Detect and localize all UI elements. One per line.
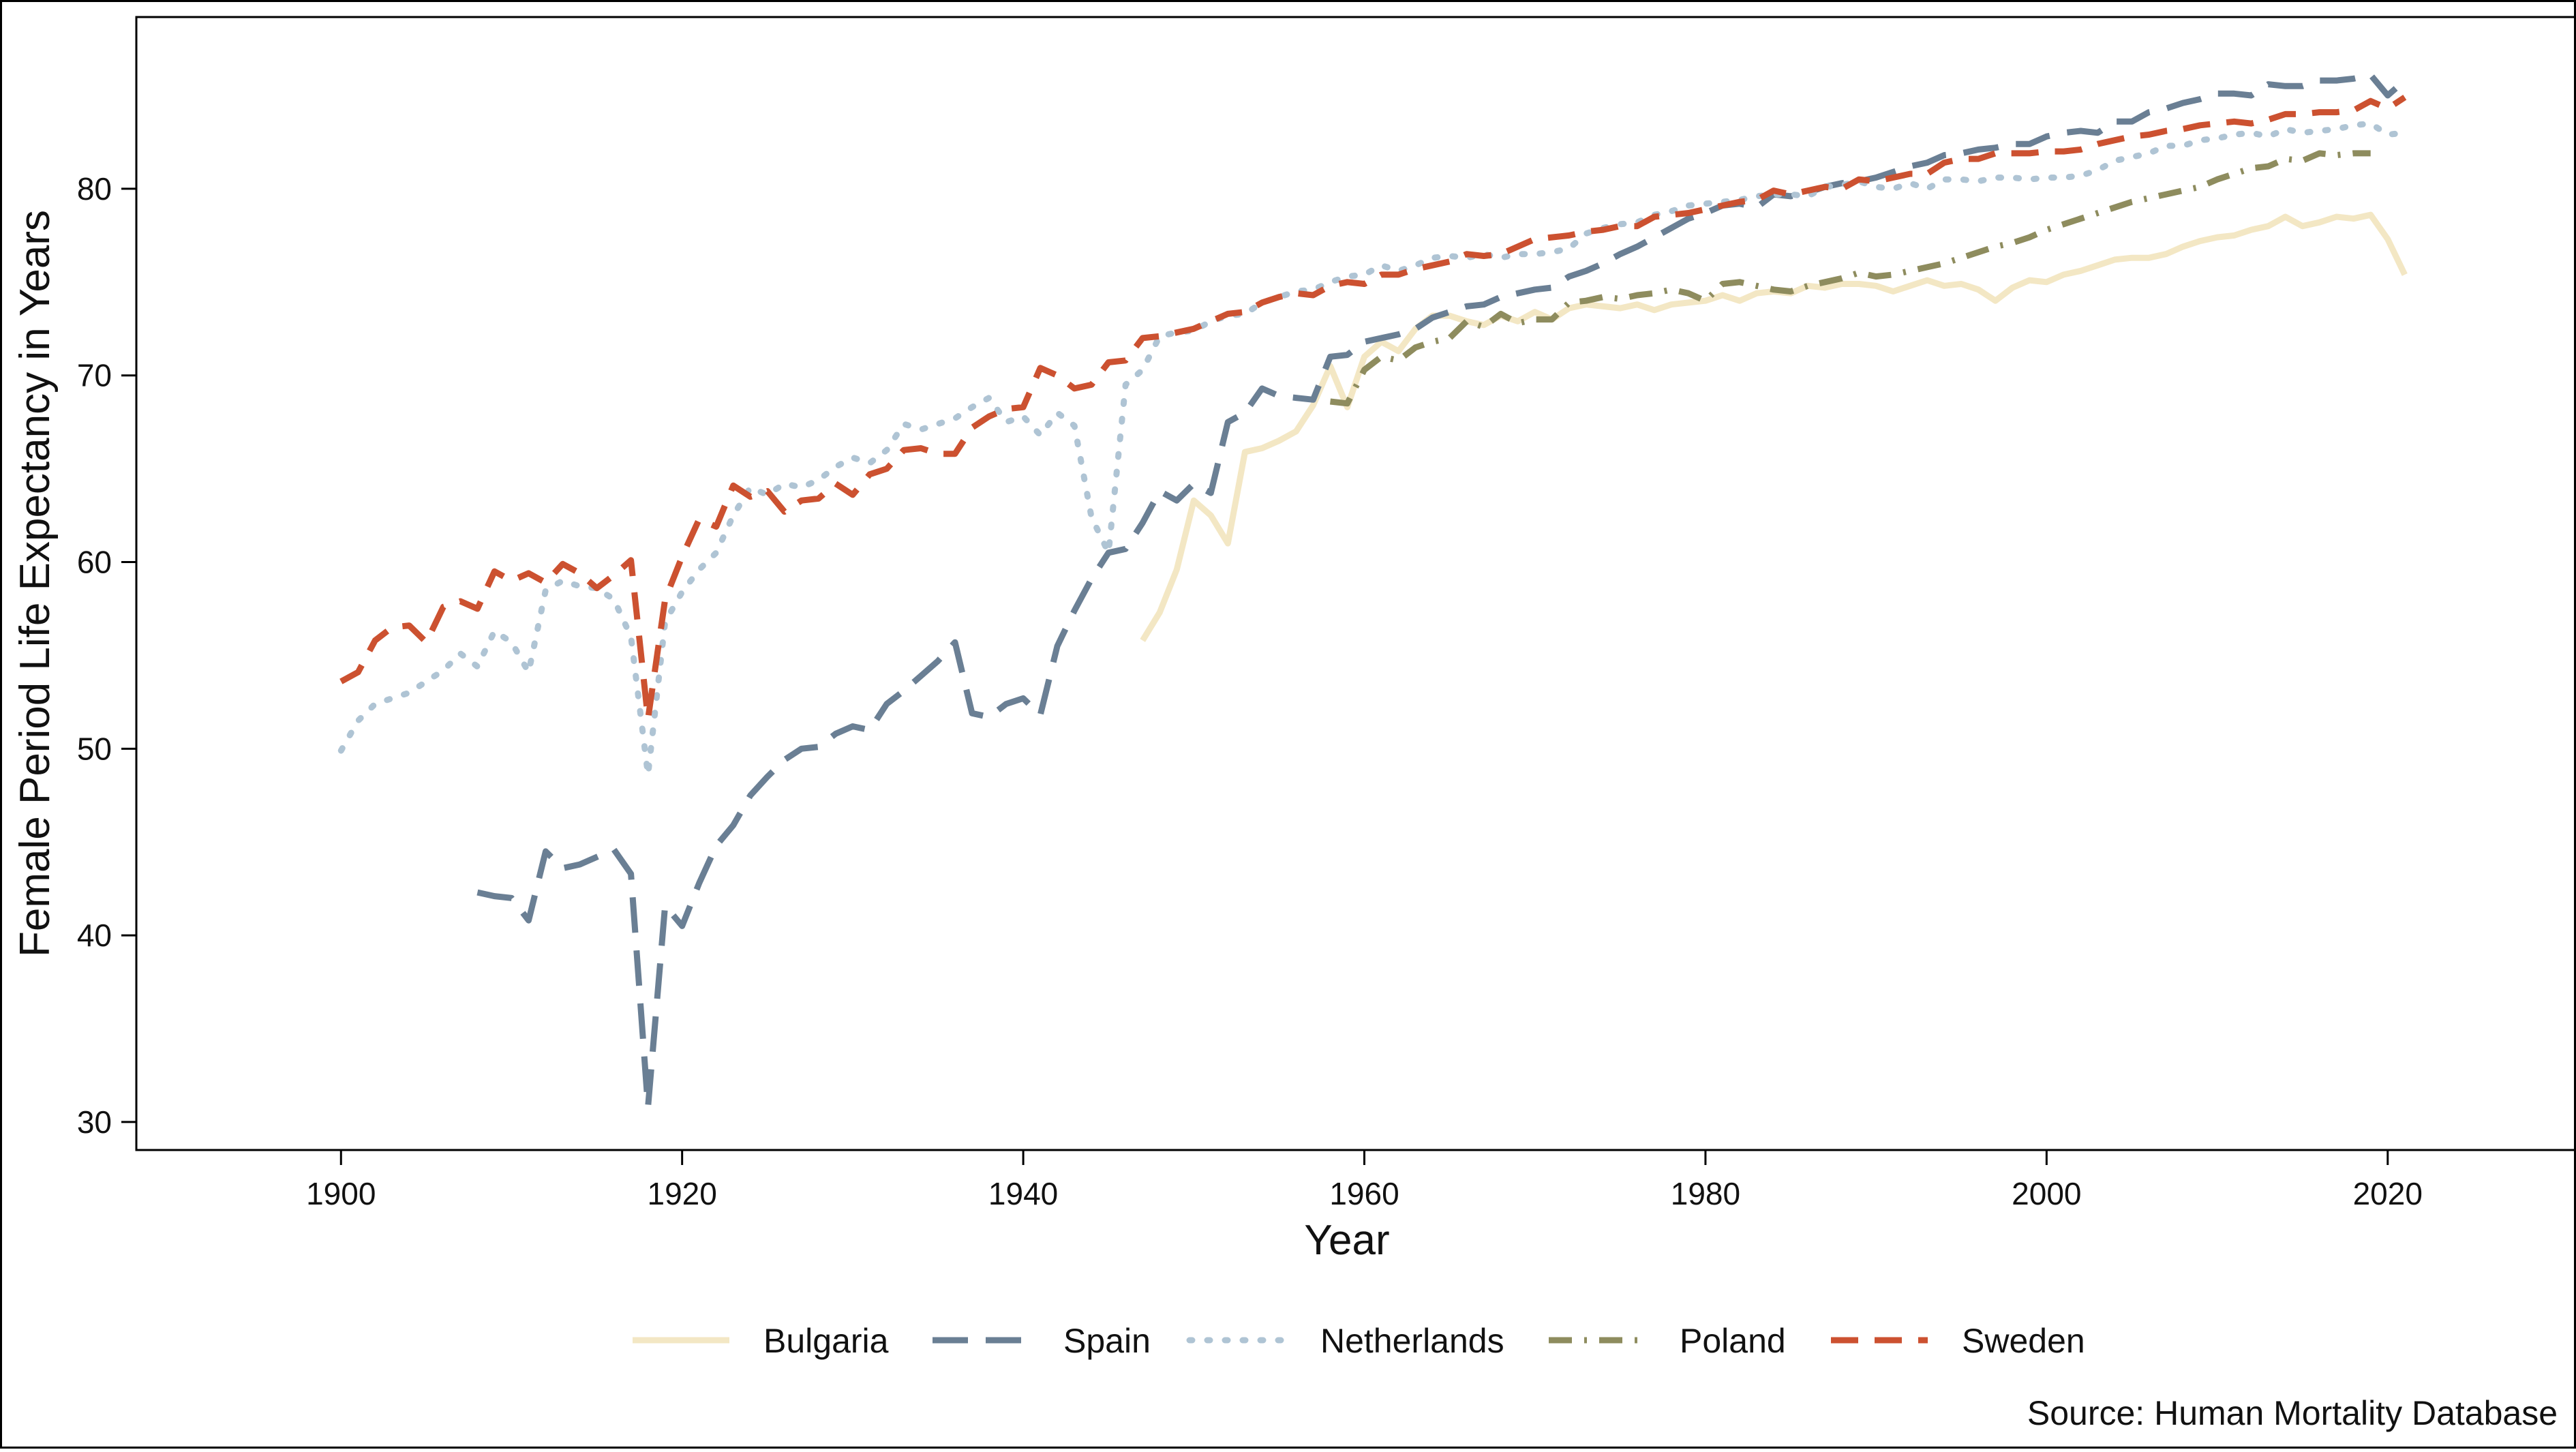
x-tick-label: 2020 <box>2353 1176 2423 1211</box>
legend-item-spain: Spain <box>933 1322 1151 1360</box>
legend-label: Spain <box>1063 1322 1151 1360</box>
y-tick-label: 50 <box>77 731 112 766</box>
legend-label: Netherlands <box>1320 1322 1504 1360</box>
x-axis-title: Year <box>1304 1217 1389 1264</box>
x-tick-label: 1960 <box>1329 1176 1399 1211</box>
x-tick-label: 1920 <box>647 1176 716 1211</box>
legend-label: Bulgaria <box>763 1322 889 1360</box>
y-tick-label: 70 <box>77 358 112 393</box>
series-line-poland <box>1329 150 2371 407</box>
y-tick-label: 30 <box>77 1104 112 1140</box>
legend-label: Poland <box>1680 1322 1786 1360</box>
legend-item-poland: Poland <box>1549 1322 1786 1360</box>
x-tick-label: 1900 <box>306 1176 376 1211</box>
series-line-netherlands <box>337 120 2408 778</box>
source-caption: Source: Human Mortality Database <box>2027 1394 2558 1432</box>
legend-item-netherlands: Netherlands <box>1186 1322 1504 1360</box>
legend: Bulgaria Spain Netherlands Poland Sweden <box>633 1322 2085 1360</box>
y-tick-label: 40 <box>77 918 112 953</box>
y-axis-title: Female Period Life Expectancy in Years <box>12 210 59 957</box>
y-axis: 30 40 50 60 70 80 <box>77 171 136 1140</box>
plot-panel-border <box>135 16 2576 1151</box>
series-lines <box>337 72 2408 1110</box>
legend-item-sweden: Sweden <box>1831 1322 2085 1360</box>
x-tick-label: 1980 <box>1671 1176 1740 1211</box>
y-tick-label: 60 <box>77 545 112 580</box>
series-line-spain <box>476 72 2407 1110</box>
series-line-sweden <box>339 94 2407 722</box>
legend-label: Sweden <box>1962 1322 2085 1360</box>
x-axis: 1900 1920 1940 1960 1980 2000 2020 <box>306 1150 2423 1211</box>
legend-item-bulgaria: Bulgaria <box>633 1322 889 1360</box>
x-tick-label: 1940 <box>988 1176 1058 1211</box>
x-tick-label: 2000 <box>2012 1176 2081 1211</box>
y-tick-label: 80 <box>77 171 112 207</box>
